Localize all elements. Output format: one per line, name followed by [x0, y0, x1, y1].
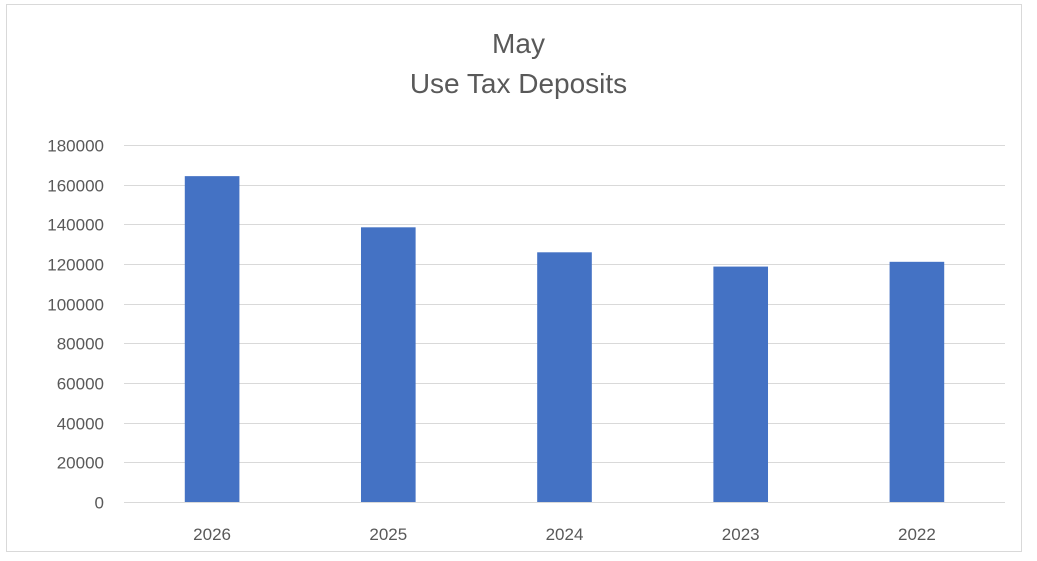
x-tick-label: 2026: [193, 525, 231, 544]
y-tick-label: 140000: [47, 216, 104, 235]
y-tick-label: 160000: [47, 177, 104, 196]
x-tick-label: 2022: [898, 525, 936, 544]
bar-2022: [889, 261, 945, 502]
y-axis-tick-labels: 0 20000 40000 60000 80000 100000 120000 140000 1…: [47, 137, 104, 513]
y-tick-label: 0: [95, 494, 104, 513]
bar-2023: [713, 266, 769, 502]
y-tick-label: 20000: [57, 454, 104, 473]
x-tick-label: 2025: [369, 525, 407, 544]
y-tick-label: 180000: [47, 137, 104, 156]
bar-2024: [537, 252, 592, 502]
y-tick-label: 60000: [57, 375, 104, 394]
chart-frame: [6, 4, 1022, 552]
y-tick-label: 80000: [57, 335, 104, 354]
bar-2025: [360, 227, 416, 502]
chart-title: May Use Tax Deposits: [0, 24, 1037, 104]
x-tick-label: 2023: [722, 525, 760, 544]
x-tick-label: 2024: [546, 525, 584, 544]
chart-title-line-2: Use Tax Deposits: [409, 68, 628, 99]
x-axis-tick-labels: 2026 2025 2024 2023 2022: [193, 525, 936, 544]
bars: [184, 176, 945, 502]
y-tick-label: 40000: [57, 415, 104, 434]
bar-2026: [184, 176, 240, 502]
y-tick-label: 120000: [47, 256, 104, 275]
chart-title-line-1: May: [492, 28, 545, 59]
y-tick-label: 100000: [47, 296, 104, 315]
